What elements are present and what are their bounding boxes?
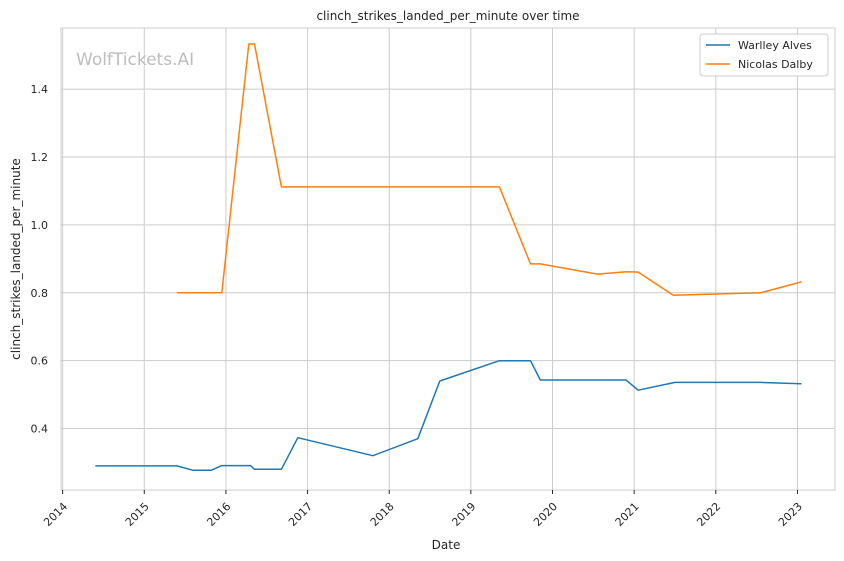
legend-box: [699, 33, 829, 77]
x-tick-label: 2022: [694, 500, 723, 529]
x-tick-label: 2020: [531, 500, 560, 529]
x-tick-label: 2015: [123, 500, 152, 529]
plot-area: [60, 27, 836, 491]
y-tick-label: 0.4: [31, 423, 49, 436]
x-tick-label: 2016: [204, 500, 233, 529]
legend-label-warlley-alves: Warlley Alves: [738, 39, 812, 52]
x-tick-label: 2021: [613, 500, 642, 529]
chart-title: clinch_strikes_landed_per_minute over ti…: [316, 9, 579, 23]
x-tick-label: 2019: [449, 500, 478, 529]
x-tick-label: 2014: [41, 500, 70, 529]
series-line-nicolas-dalby: [176, 43, 802, 296]
y-tick-label: 1.0: [31, 219, 49, 232]
x-tick-label: 2017: [286, 500, 315, 529]
series-layer: [95, 43, 802, 472]
series-line-warlley-alves: [95, 359, 802, 472]
legend: Warlley Alves Nicolas Dalby: [699, 33, 829, 77]
y-tick-label: 1.2: [31, 151, 49, 164]
x-tick-label: 2018: [368, 500, 397, 529]
watermark: WolfTickets.AI: [76, 50, 194, 70]
legend-label-nicolas-dalby: Nicolas Dalby: [738, 58, 813, 71]
y-tick-label: 0.6: [31, 355, 49, 368]
x-tick-label: 2023: [776, 500, 805, 529]
y-axis-label: clinch_strikes_landed_per_minute: [9, 158, 23, 360]
grid: [61, 28, 835, 490]
y-tick-label: 0.8: [31, 287, 49, 300]
x-axis-label: Date: [432, 538, 461, 552]
y-tick-label: 1.4: [31, 83, 49, 96]
